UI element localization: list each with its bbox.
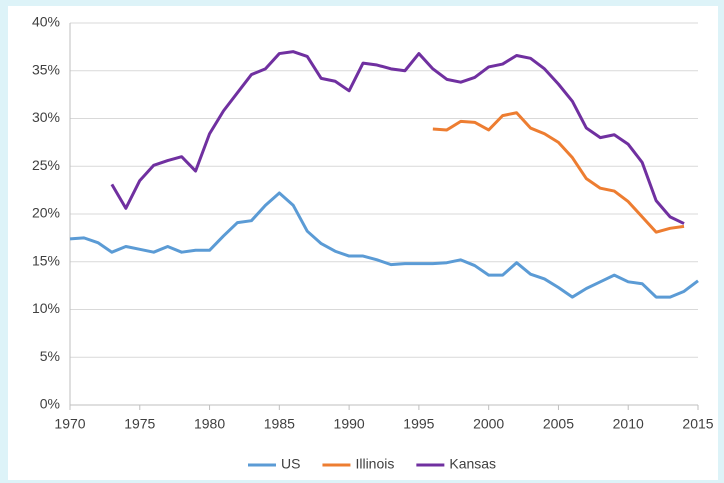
series-line — [432, 111, 685, 234]
y-tick-label: 30% — [32, 109, 60, 125]
x-tick-label: 1985 — [264, 416, 295, 432]
y-tick-label: 35% — [32, 61, 60, 77]
y-tick-label: 0% — [40, 396, 60, 412]
y-tick-label: 25% — [32, 157, 60, 173]
chart-area — [8, 6, 718, 480]
x-tick-label: 1970 — [54, 416, 85, 432]
y-tick-label: 40% — [32, 14, 60, 30]
x-tick-label: 1995 — [403, 416, 434, 432]
legend-label: Kansas — [449, 456, 496, 472]
x-tick-label: 2015 — [682, 416, 713, 432]
legend-label: US — [281, 456, 300, 472]
legend-label: Illinois — [355, 456, 394, 472]
y-tick-label: 5% — [40, 348, 60, 364]
x-tick-label: 1990 — [334, 416, 365, 432]
x-tick-label: 2005 — [543, 416, 574, 432]
x-tick-label: 2010 — [613, 416, 644, 432]
x-tick-label: 1980 — [194, 416, 225, 432]
x-tick-label: 2000 — [473, 416, 504, 432]
series-line — [110, 50, 685, 225]
x-tick-label: 1975 — [124, 416, 155, 432]
series-line — [69, 191, 699, 299]
y-tick-label: 15% — [32, 252, 60, 268]
y-tick-label: 10% — [32, 300, 60, 316]
y-tick-label: 20% — [32, 205, 60, 221]
